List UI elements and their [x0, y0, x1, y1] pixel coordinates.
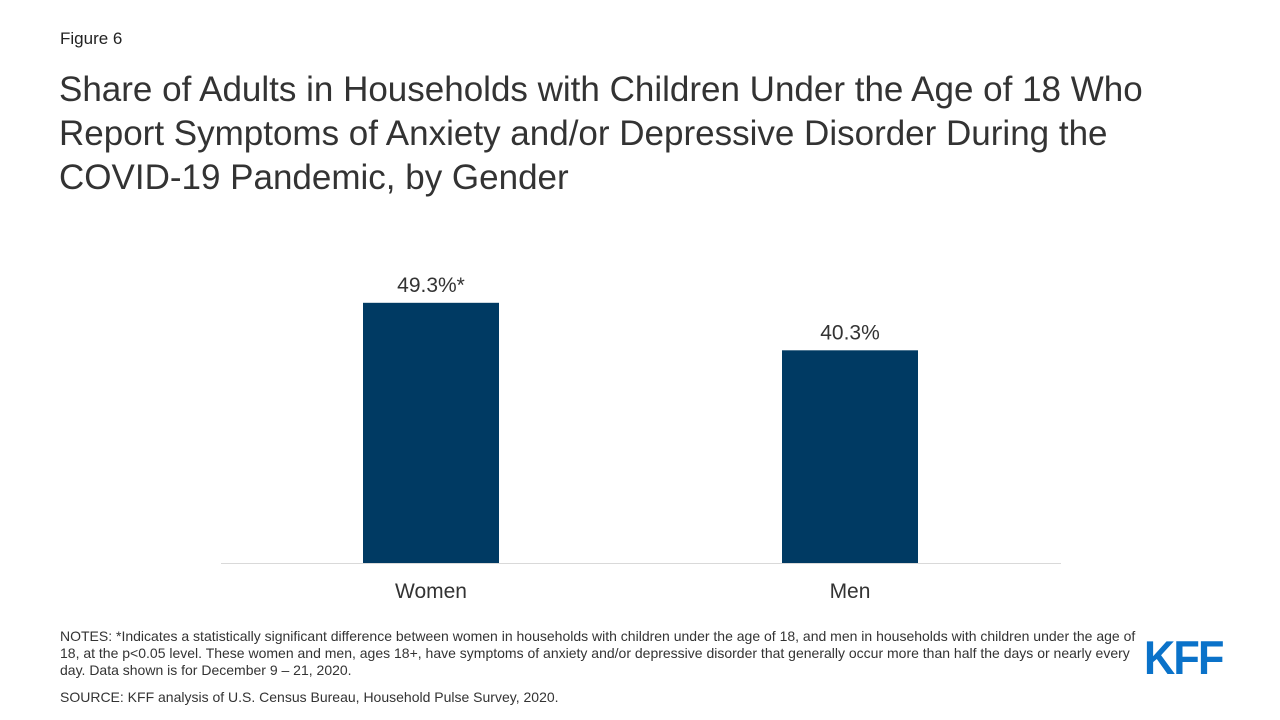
notes-text: NOTES: *Indicates a statistically signif… — [60, 628, 1136, 678]
source-text: SOURCE: KFF analysis of U.S. Census Bure… — [60, 689, 559, 705]
bar-women — [363, 302, 499, 563]
figure-label: Figure 6 — [60, 29, 123, 48]
chart-title: Share of Adults in Households with Child… — [59, 70, 1143, 197]
data-label-women: 49.3%* — [397, 274, 465, 297]
category-label-men: Men — [830, 580, 871, 603]
category-label-women: Women — [395, 580, 467, 603]
data-label-men: 40.3% — [820, 321, 880, 344]
kff-logo: KFF — [1144, 631, 1224, 684]
bar-men — [782, 350, 918, 563]
